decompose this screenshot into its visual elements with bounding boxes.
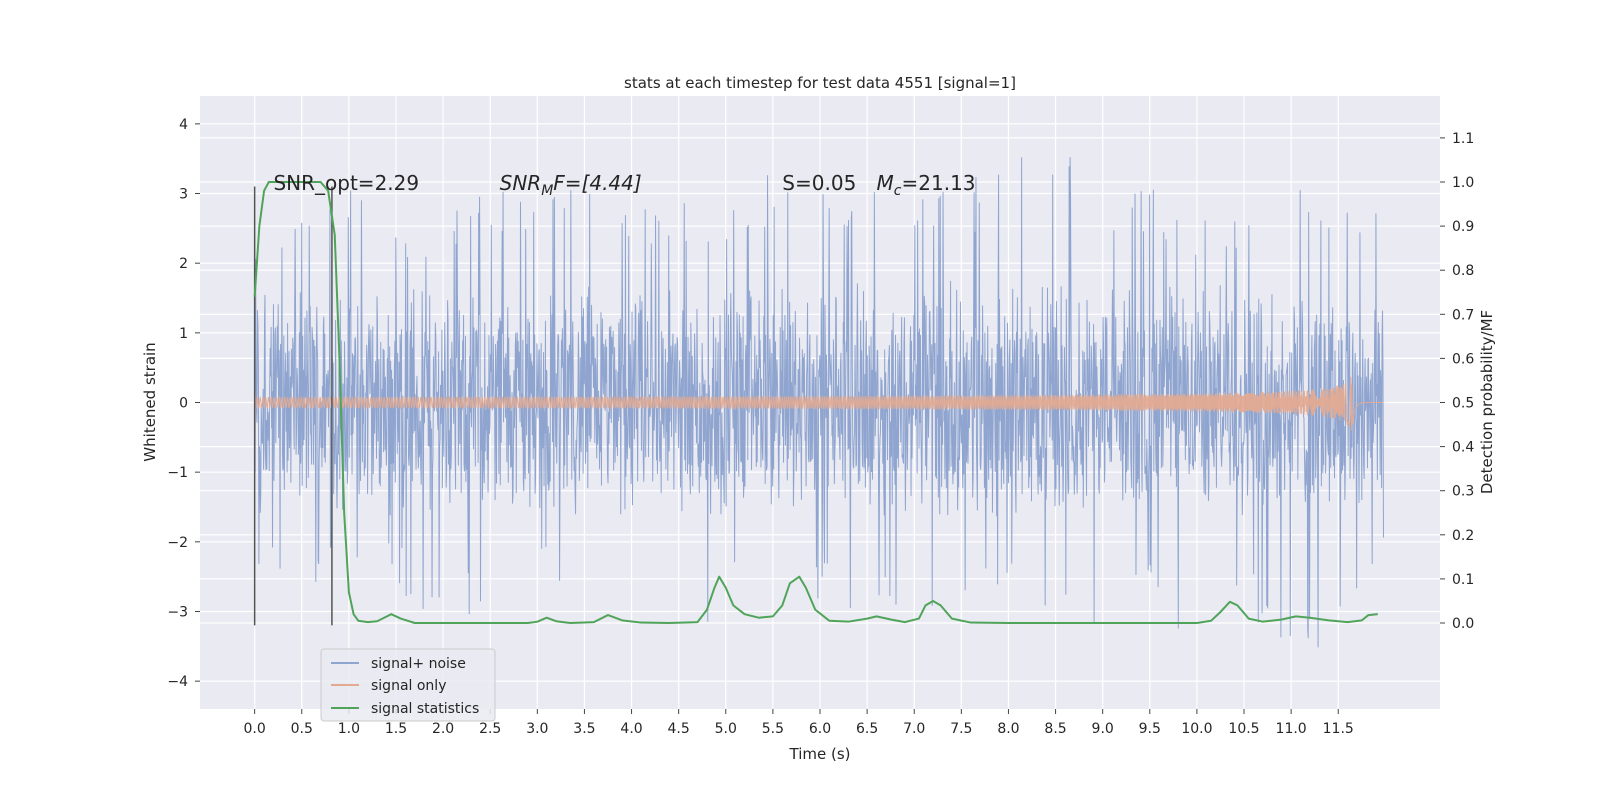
x-tick-label: 6.5: [856, 721, 878, 737]
y2-tick-label: 0.7: [1452, 307, 1474, 323]
signal-only-line: [254, 376, 1384, 431]
x-tick-label: 5.0: [715, 721, 737, 737]
x-tick-label: 9.5: [1139, 721, 1161, 737]
y2-tick-label: 0.5: [1452, 396, 1474, 412]
x-tick-label: 2.0: [432, 721, 454, 737]
x-tick-label: 6.0: [809, 721, 831, 737]
y2-tick-label: 0.6: [1452, 351, 1474, 367]
signal-noise-series: [254, 157, 1384, 648]
annotation-text: SNR_opt=2.29: [273, 171, 419, 195]
x-tick-label: 7.0: [903, 721, 925, 737]
annotation-subscript: c: [894, 183, 902, 199]
x-tick-label: 0.0: [244, 721, 266, 737]
y-axis-right-label: Detection probability/MF: [1478, 310, 1496, 494]
annotation-text: Mc=21.13: [877, 171, 976, 199]
x-tick-label: 10.5: [1228, 721, 1259, 737]
y-tick-label: 0: [179, 396, 188, 412]
x-tick-label: 2.5: [479, 721, 501, 737]
y-tick-label: 4: [179, 117, 188, 133]
legend: signal+ noise signal only signal statist…: [320, 648, 496, 722]
y2-tick-label: 0.8: [1452, 263, 1474, 279]
annotation-tail: =0.05: [795, 171, 856, 195]
x-tick-label: 5.5: [762, 721, 784, 737]
signal-noise-line: [254, 157, 1384, 648]
y2-tick-label: 0.9: [1452, 219, 1474, 235]
y-tick-label: −1: [167, 465, 188, 481]
x-tick-label: 1.0: [338, 721, 360, 737]
annotation-text: SNRMF=[4.44]: [500, 171, 642, 199]
x-axis-label: Time (s): [789, 745, 851, 763]
annotation-tail: =21.13: [902, 171, 976, 195]
y2-tick-label: 0.4: [1452, 440, 1474, 456]
annotation-main: SNR: [500, 171, 542, 195]
x-tick-label: 8.5: [1044, 721, 1066, 737]
x-tick-label: 7.5: [950, 721, 972, 737]
y2-tick-label: 0.0: [1452, 616, 1474, 632]
y2-tick-label: 1.1: [1452, 131, 1474, 147]
x-tick-label: 4.5: [668, 721, 690, 737]
vertical-markers: [253, 186, 333, 626]
x-tick-label: 9.0: [1092, 721, 1114, 737]
x-tick-label: 11.0: [1276, 721, 1307, 737]
y-tick-label: 3: [179, 187, 188, 203]
y-tick-label: −3: [167, 604, 188, 620]
y-tick-label: −4: [167, 674, 188, 690]
y-tick-label: 1: [179, 326, 188, 342]
signal-statistics-line: [253, 181, 1378, 624]
signal-statistics-series: [253, 181, 1378, 624]
y-axis-left-label: Whitened strain: [141, 342, 159, 461]
x-tick-label: 1.5: [385, 721, 407, 737]
annotation-text: S=0.05: [782, 171, 856, 195]
y2-tick-label: 0.2: [1452, 528, 1474, 544]
x-tick-label: 3.5: [573, 721, 595, 737]
annotation-main: SNR_opt=2.29: [273, 171, 419, 195]
axis-ticks: 0.0 0.5 1.0 1.5 2.0 2.5 3.0 3.5 4.0 4.5 5.0 5.5 6.0 6…: [167, 117, 1474, 737]
annotation-main: M: [877, 171, 894, 195]
legend-label-signal-only: signal only: [371, 678, 446, 694]
y2-tick-label: 0.1: [1452, 572, 1474, 588]
signal-only-series: [254, 376, 1384, 431]
annotations: SNR_opt=2.29 SNRMF=[4.44] S=0.05 Mc=21.13: [273, 171, 975, 199]
legend-label-signal-noise: signal+ noise: [371, 656, 466, 672]
y2-tick-label: 1.0: [1452, 175, 1474, 191]
legend-box: [320, 648, 496, 722]
y-tick-label: 2: [179, 256, 188, 272]
x-tick-label: 8.0: [997, 721, 1019, 737]
x-tick-label: 11.5: [1323, 721, 1354, 737]
x-tick-label: 3.0: [526, 721, 548, 737]
y-tick-label: −2: [167, 535, 188, 551]
annotation-tail: F=[4.44]: [553, 171, 641, 195]
annotation-subscript: M: [541, 183, 553, 199]
x-tick-label: 10.0: [1181, 721, 1212, 737]
x-tick-label: 4.0: [620, 721, 642, 737]
chart-title: stats at each timestep for test data 455…: [624, 74, 1016, 92]
x-tick-label: 0.5: [291, 721, 313, 737]
legend-label-signal-statistics: signal statistics: [371, 701, 479, 717]
annotation-main: S: [782, 171, 795, 195]
y2-tick-label: 0.3: [1452, 484, 1474, 500]
